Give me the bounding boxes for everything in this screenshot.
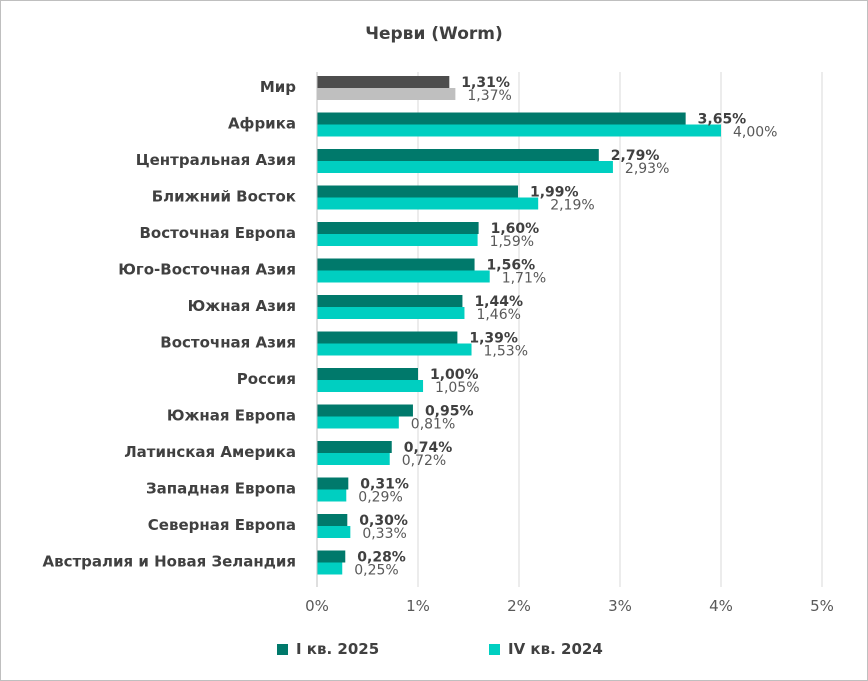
category-label: Южная Азия (188, 297, 296, 315)
x-tick-label: 5% (810, 597, 834, 615)
x-tick-label: 0% (305, 597, 329, 615)
legend-swatch-series-a (277, 643, 288, 655)
legend: I кв. 2025 IV кв. 2024 (0, 640, 868, 662)
data-label-series-b: 1,46% (476, 307, 520, 323)
category-label: Россия (237, 370, 296, 388)
category-label: Африка (228, 115, 296, 133)
data-label-series-b: 1,59% (490, 234, 534, 250)
data-label-series-a: 1,44% (474, 294, 523, 310)
data-label-series-b: 1,05% (435, 380, 479, 396)
bar-series-b (317, 489, 347, 502)
category-label: Южная Европа (167, 407, 296, 425)
data-label-series-b: 1,37% (467, 88, 511, 104)
category-label: Центральная Азия (136, 151, 296, 169)
data-label-series-a: 1,60% (491, 221, 540, 237)
bar-series-a (317, 222, 479, 234)
legend-swatch-series-b (489, 643, 500, 655)
bar-series-a (317, 295, 463, 307)
bar-series-a (317, 112, 686, 125)
data-label-series-b: 0,33% (362, 526, 406, 542)
bar-series-a (317, 477, 349, 490)
bar-series-b (317, 124, 721, 137)
bar-series-a (317, 185, 518, 198)
data-label-series-a: 1,00% (430, 367, 479, 383)
legend-item-series-b: IV кв. 2024 (489, 640, 603, 658)
data-label-series-b: 0,29% (358, 490, 402, 506)
data-label-series-a: 3,65% (698, 112, 747, 128)
data-label-series-b: 0,72% (402, 453, 446, 469)
x-tick-label: 1% (406, 597, 430, 615)
bar-series-b (317, 526, 351, 538)
data-label-series-b: 2,19% (550, 198, 594, 214)
category-label: Юго-Восточная Азия (118, 261, 296, 279)
data-label-series-a: 1,39% (469, 331, 518, 347)
data-label-series-a: 1,99% (530, 185, 579, 201)
bar-series-b (317, 270, 490, 283)
category-label: Северная Европа (148, 516, 296, 534)
legend-label-series-a: I кв. 2025 (296, 640, 380, 658)
bar-series-a (317, 550, 346, 563)
category-label: Австралия и Новая Зеландия (42, 553, 296, 571)
category-label: Мир (260, 78, 296, 96)
x-tick-label: 4% (709, 597, 733, 615)
x-tick-label: 2% (507, 597, 531, 615)
bar-series-b (317, 161, 613, 173)
bar-series-a (317, 404, 413, 417)
data-label-series-b: 2,93% (625, 161, 669, 177)
bar-series-a (317, 258, 475, 271)
data-label-series-b: 0,25% (354, 563, 398, 579)
bar-series-b (317, 343, 472, 356)
category-label: Западная Европа (146, 480, 296, 498)
legend-label-series-b: IV кв. 2024 (508, 640, 603, 658)
legend-item-series-a: I кв. 2025 (277, 640, 379, 658)
data-label-series-a: 1,56% (487, 258, 536, 274)
data-label-series-a: 0,95% (425, 404, 474, 420)
data-label-series-a: 0,31% (360, 477, 409, 493)
bar-series-b (317, 380, 424, 392)
bar-series-a (317, 76, 450, 88)
bar-series-b (317, 453, 390, 465)
category-label: Ближний Восток (152, 188, 296, 206)
bar-series-a (317, 514, 348, 526)
bar-series-a (317, 441, 392, 453)
bar-series-b (317, 88, 456, 100)
data-label-series-a: 0,30% (359, 513, 408, 529)
bar-series-a (317, 331, 458, 344)
data-label-series-a: 0,74% (404, 440, 453, 456)
bar-series-b (317, 416, 399, 429)
category-label: Восточная Азия (160, 334, 296, 352)
category-label: Восточная Европа (139, 224, 296, 242)
chart-title: Черви (Worm) (365, 24, 503, 44)
bar-series-b (317, 234, 478, 246)
data-label-series-a: 0,28% (357, 550, 406, 566)
data-label-series-b: 4,00% (733, 125, 777, 141)
data-label-series-a: 1,31% (461, 75, 510, 91)
category-label: Латинская Америка (124, 443, 296, 461)
data-label-series-a: 2,79% (611, 148, 660, 164)
bar-series-b (317, 562, 343, 575)
data-label-series-b: 1,53% (484, 344, 528, 360)
x-tick-label: 3% (608, 597, 632, 615)
bar-series-a (317, 368, 418, 380)
data-label-series-b: 1,71% (502, 271, 546, 287)
data-label-series-b: 0,81% (411, 417, 455, 433)
bar-series-a (317, 149, 599, 161)
bar-series-b (317, 307, 465, 319)
bar-series-b (317, 197, 539, 210)
